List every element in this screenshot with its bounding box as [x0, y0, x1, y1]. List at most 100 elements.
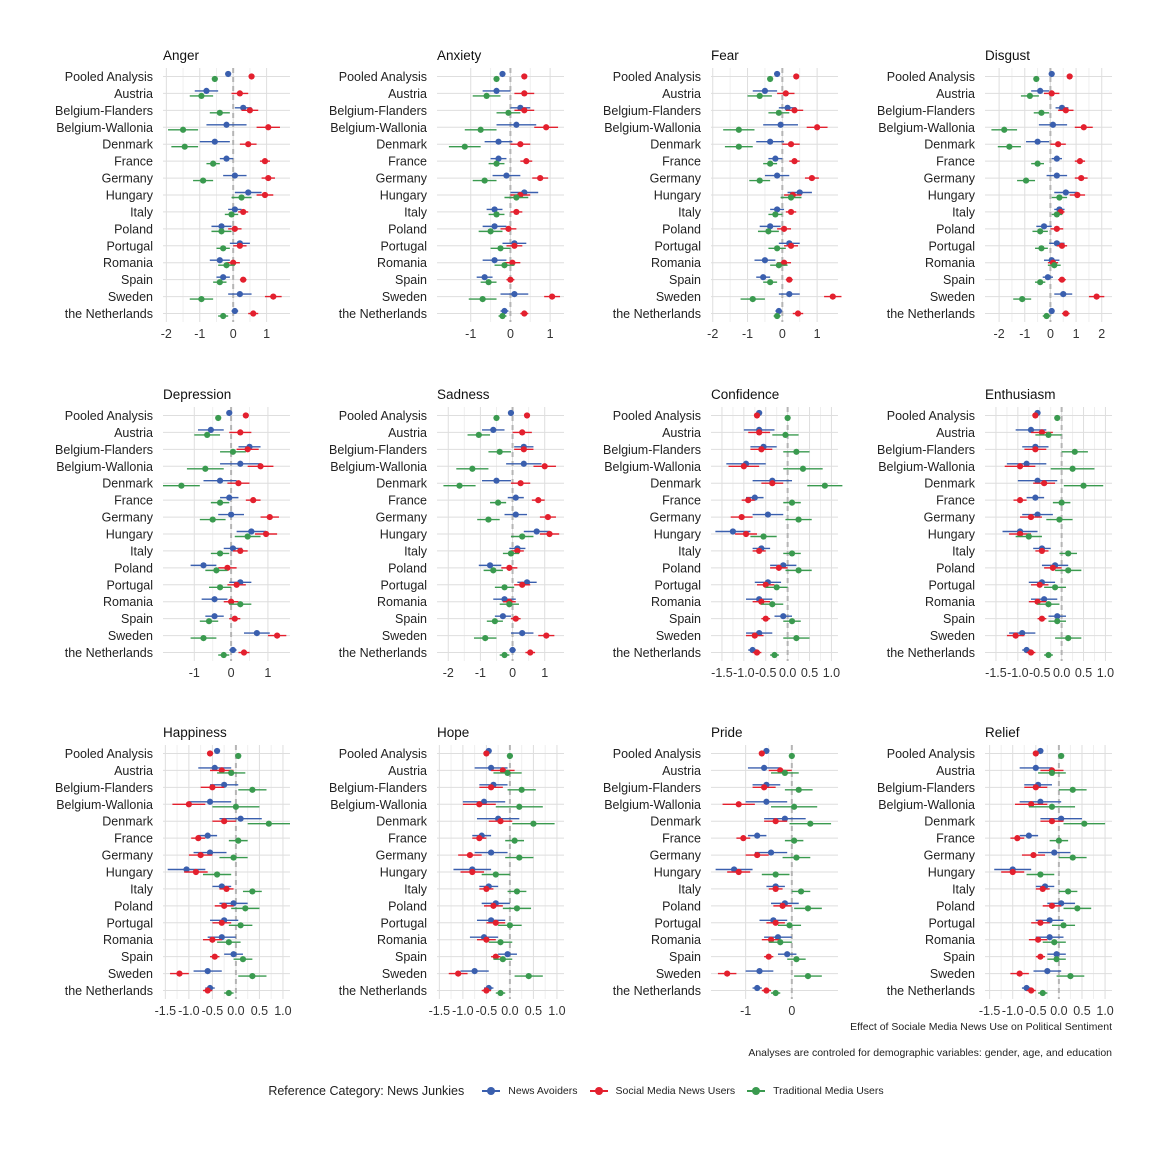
point-traditional-media-users-belgium-wallonia	[179, 126, 187, 133]
point-traditional-media-users-pooled-analysis	[211, 75, 218, 83]
point-social-media-news-users-belgium-flanders	[791, 107, 798, 114]
point-traditional-media-users-denmark	[735, 143, 742, 150]
point-traditional-media-users-pooled-analysis	[215, 414, 222, 422]
country-label-france: France	[662, 832, 701, 846]
point-traditional-media-users-italy	[1065, 888, 1072, 895]
point-news-avoiders-belgium-wallonia	[223, 121, 230, 128]
point-traditional-media-users-poland	[213, 567, 220, 574]
point-news-avoiders-spain	[220, 274, 227, 281]
point-news-avoiders-belgium-wallonia	[237, 460, 244, 467]
country-label-germany: Germany	[650, 849, 702, 863]
country-label-austria: Austria	[662, 764, 701, 778]
point-traditional-media-users-hungary	[244, 533, 251, 540]
country-label-poland: Poland	[388, 899, 427, 913]
point-traditional-media-users-denmark	[456, 482, 463, 489]
point-social-media-news-users-spain	[1037, 953, 1044, 960]
x-tick-label-fear: 0	[779, 327, 786, 341]
x-tick-label-happiness: -1.0	[178, 1004, 200, 1018]
point-social-media-news-users-belgium-flanders	[520, 446, 527, 453]
point-traditional-media-users-denmark	[530, 820, 537, 827]
point-news-avoiders-pooled-analysis	[774, 70, 781, 78]
x-tick-label-depression: 0	[228, 666, 235, 680]
point-traditional-media-users-romania	[223, 262, 230, 269]
point-traditional-media-users-austria	[228, 769, 235, 777]
point-traditional-media-users-austria	[781, 769, 788, 777]
country-label-portugal: Portugal	[106, 578, 153, 592]
point-social-media-news-users-austria	[218, 767, 225, 774]
point-news-avoiders-spain	[784, 951, 791, 958]
point-social-media-news-users-poland	[505, 225, 512, 232]
panel-confidence: Confidence -1.5 -1.0 -0.5 0.0 0.5 1.0 Pooled An…	[603, 387, 843, 680]
point-social-media-news-users-the-netherlands	[240, 649, 248, 656]
country-label-sweden: Sweden	[930, 290, 975, 304]
country-label-denmark: Denmark	[376, 815, 427, 829]
country-label-belgium-wallonia: Belgium-Wallonia	[330, 798, 427, 812]
point-traditional-media-users-poland	[1065, 567, 1072, 574]
country-label-portugal: Portugal	[654, 239, 701, 253]
point-social-media-news-users-spain	[507, 276, 514, 283]
panel-anger: Anger -2 -1 0 1 Pooled Analysis Austria Belgium…	[55, 48, 290, 341]
point-social-media-news-users-hungary	[469, 868, 476, 876]
panel-disgust: Disgust -2 -1 0 1 2 Pooled Analysis Austria Belg…	[877, 48, 1112, 341]
point-news-avoiders-spain	[211, 613, 218, 620]
x-tick-label-hope: 1.0	[548, 1004, 565, 1018]
country-label-romania: Romania	[103, 595, 153, 609]
country-label-austria: Austria	[388, 426, 427, 440]
country-label-poland: Poland	[662, 222, 701, 236]
country-label-denmark: Denmark	[102, 477, 153, 491]
point-news-avoiders-germany	[1053, 172, 1060, 179]
country-label-poland: Poland	[114, 222, 153, 236]
point-social-media-news-users-denmark	[235, 480, 242, 487]
point-traditional-media-users-belgium-flanders	[216, 109, 223, 116]
country-label-denmark: Denmark	[650, 138, 701, 152]
country-label-belgium-flanders: Belgium-Flanders	[877, 104, 975, 118]
point-news-avoiders-italy	[229, 545, 237, 552]
point-news-avoiders-spain	[1044, 274, 1051, 281]
country-label-hungary: Hungary	[380, 189, 428, 203]
point-traditional-media-users-belgium-flanders	[795, 786, 802, 793]
point-news-avoiders-germany	[1034, 511, 1041, 518]
country-label-hungary: Hungary	[928, 866, 976, 880]
country-label-denmark: Denmark	[102, 138, 153, 152]
x-tick-label-anger: 1	[263, 327, 270, 341]
point-traditional-media-users-germany	[485, 516, 492, 523]
point-social-media-news-users-sweden	[829, 293, 836, 300]
point-social-media-news-users-romania	[228, 598, 235, 605]
country-label-germany: Germany	[376, 849, 428, 863]
country-label-germany: Germany	[924, 172, 976, 186]
point-traditional-media-users-france	[511, 837, 518, 844]
country-label-pooled-analysis: Pooled Analysis	[613, 409, 701, 423]
country-label-italy: Italy	[130, 544, 154, 558]
point-news-avoiders-belgium-wallonia	[1049, 121, 1057, 128]
country-label-pooled-analysis: Pooled Analysis	[613, 747, 701, 761]
country-label-austria: Austria	[114, 426, 153, 440]
country-label-portugal: Portugal	[928, 239, 975, 253]
x-tick-label-depression: -1	[189, 666, 200, 680]
point-traditional-media-users-portugal	[1060, 922, 1067, 929]
point-social-media-news-users-portugal	[519, 581, 526, 588]
point-traditional-media-users-hungary	[787, 194, 795, 201]
point-traditional-media-users-france	[788, 499, 796, 506]
point-news-avoiders-denmark	[493, 477, 500, 484]
point-news-avoiders-pooled-analysis	[1037, 747, 1044, 755]
point-social-media-news-users-france	[476, 835, 483, 842]
country-label-the-netherlands: the Netherlands	[339, 307, 427, 321]
point-social-media-news-users-poland	[780, 225, 788, 232]
country-label-germany: Germany	[650, 172, 702, 186]
point-traditional-media-users-romania	[777, 939, 784, 946]
country-label-belgium-flanders: Belgium-Flanders	[603, 104, 701, 118]
country-label-poland: Poland	[936, 561, 975, 575]
x-tick-label-hope: 0.0	[501, 1004, 518, 1018]
point-traditional-media-users-italy	[1065, 550, 1072, 557]
point-news-avoiders-austria	[211, 764, 218, 772]
point-traditional-media-users-portugal	[774, 245, 781, 252]
point-news-avoiders-belgium-wallonia	[1037, 798, 1044, 805]
point-news-avoiders-sweden	[756, 968, 763, 975]
point-social-media-news-users-belgium-wallonia	[185, 801, 192, 808]
point-social-media-news-users-sweden	[724, 970, 731, 977]
x-tick-label-hope: 0.5	[525, 1004, 542, 1018]
point-traditional-media-users-belgium-flanders	[775, 109, 782, 116]
point-social-media-news-users-the-netherlands	[1027, 649, 1035, 656]
point-traditional-media-users-romania	[225, 939, 232, 946]
point-traditional-media-users-spain	[1053, 956, 1060, 963]
